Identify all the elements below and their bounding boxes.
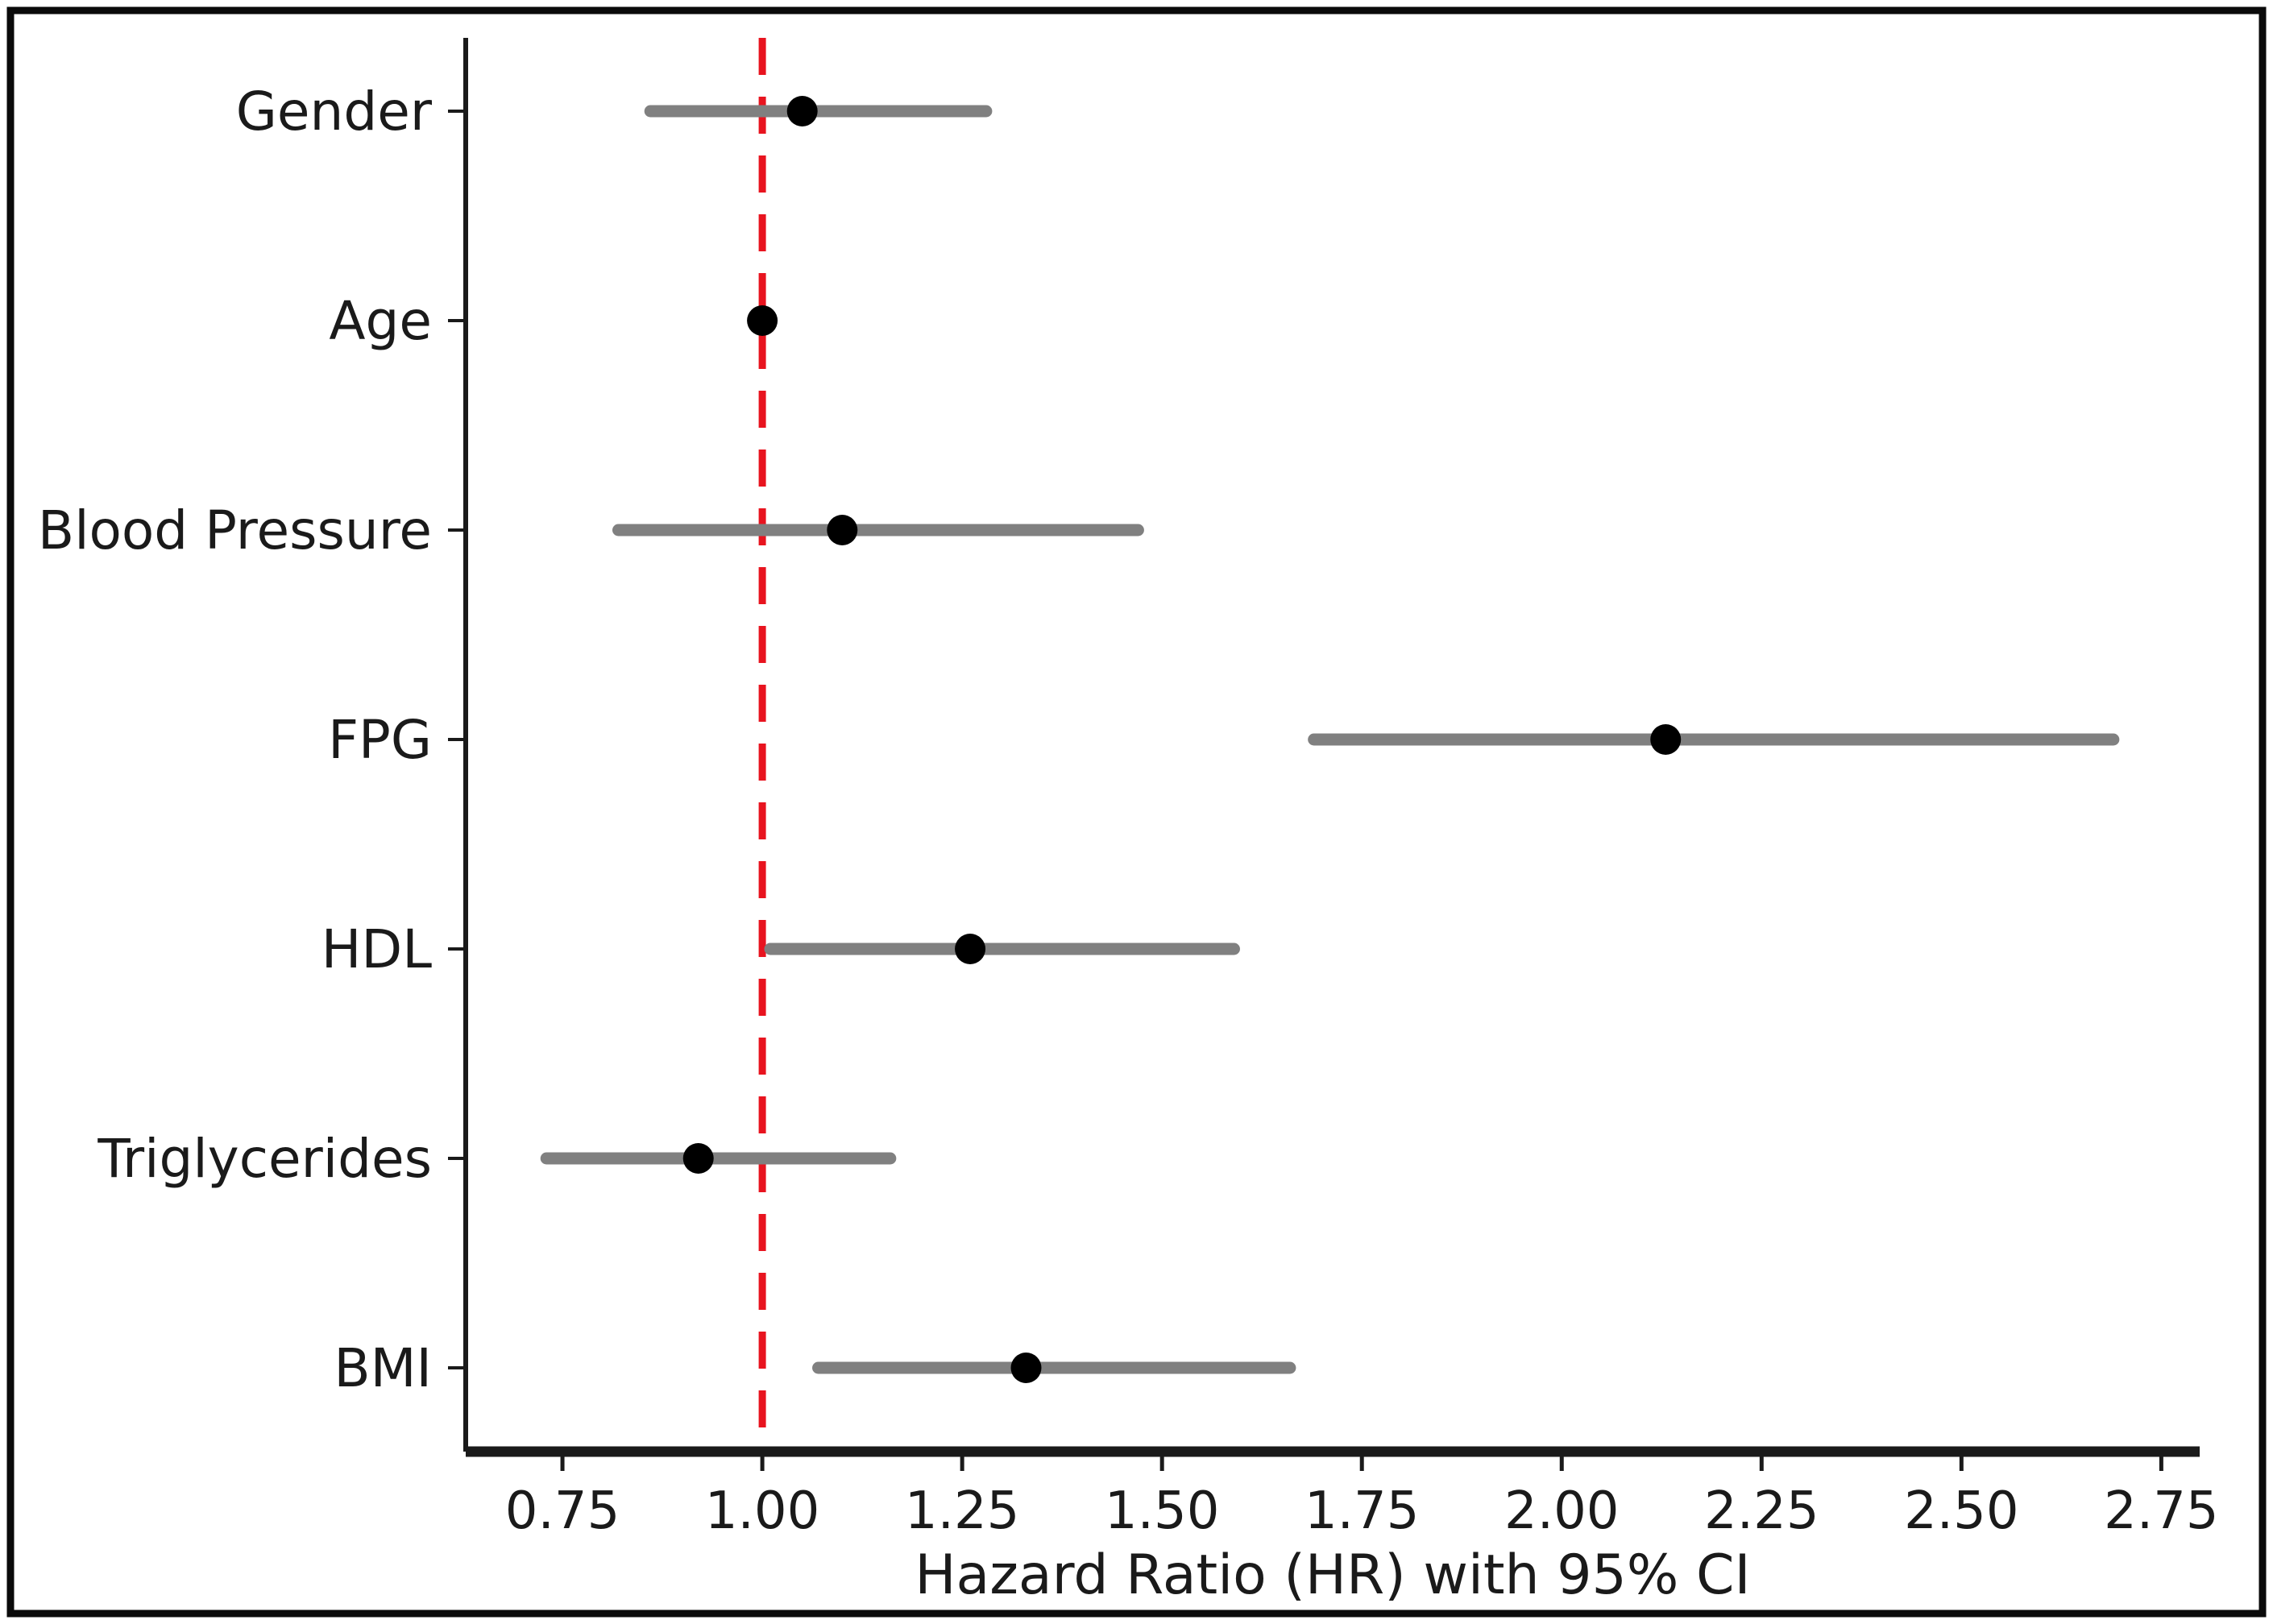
category-label: Gender — [236, 81, 433, 143]
x-tick-label: 1.50 — [1105, 1481, 1220, 1541]
category-label: FPG — [328, 709, 432, 771]
ci-lines-group — [540, 105, 2120, 1374]
hr-marker — [955, 934, 986, 964]
x-tick-label: 0.75 — [505, 1481, 620, 1541]
hr-marker — [1650, 724, 1682, 755]
hr-marker — [1010, 1353, 1042, 1383]
category-label: Age — [329, 290, 432, 352]
hr-markers-group — [682, 96, 1682, 1383]
x-axis-title: Hazard Ratio (HR) with 95% CI — [915, 1543, 1750, 1607]
category-label: Blood Pressure — [38, 499, 432, 561]
x-tick-label: 2.00 — [1504, 1481, 1620, 1541]
x-tick-label: 1.25 — [905, 1481, 1020, 1541]
x-tick-label: 2.50 — [1904, 1481, 2019, 1541]
category-label: Triglycerides — [97, 1128, 432, 1190]
x-tick-label: 1.75 — [1304, 1481, 1420, 1541]
category-labels-group: Gender Age Blood Pressure FPG HDL Triglycerid… — [38, 81, 433, 1399]
hr-marker — [682, 1143, 714, 1174]
x-tick-label: 2.75 — [2104, 1481, 2219, 1541]
y-ticks-group — [448, 110, 466, 1369]
figure-border — [6, 6, 2267, 1618]
x-ticks-group: 0.75 1.00 1.25 1.50 1.75 2.00 2.25 2.50 2.75 — [505, 1452, 2219, 1541]
x-tick-label: 2.25 — [1704, 1481, 1819, 1541]
x-tick-label: 1.00 — [705, 1481, 820, 1541]
hr-marker — [747, 305, 778, 336]
hr-marker — [786, 96, 818, 126]
category-label: BMI — [334, 1337, 432, 1399]
category-label: HDL — [321, 918, 432, 980]
hr-marker — [827, 515, 858, 545]
